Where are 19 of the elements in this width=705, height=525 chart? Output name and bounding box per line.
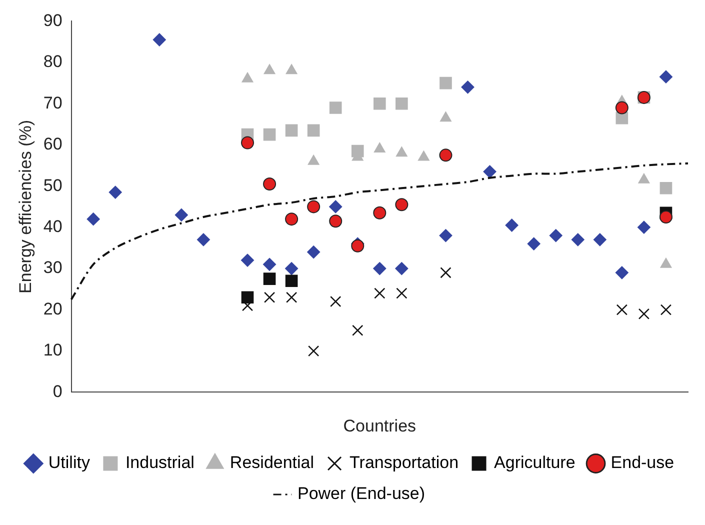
y-tick-label: 80 [43,52,62,72]
y-tick-label: 60 [43,134,62,154]
y-tick-label: 70 [43,93,62,112]
y-tick-label: 10 [43,340,62,360]
legend-label: Agriculture [494,453,576,472]
legend-label: Utility [48,453,90,472]
y-tick-label: 50 [43,176,62,195]
legend-label: End-use [610,453,674,472]
y-axis-title: Energy efficiencies (%) [16,120,35,294]
y-tick-label: 90 [43,10,62,30]
legend-label: Transportation [350,453,459,472]
legend-label: Residential [230,453,314,472]
legend-label: Power (End-use) [297,484,426,504]
y-tick-label: 20 [43,299,62,318]
x-axis-title: Countries [343,416,416,436]
y-tick-label: 0 [52,382,62,401]
legend-label: Industrial [125,453,194,472]
y-tick-label: 40 [43,217,62,236]
y-tick-label: 30 [43,258,62,278]
